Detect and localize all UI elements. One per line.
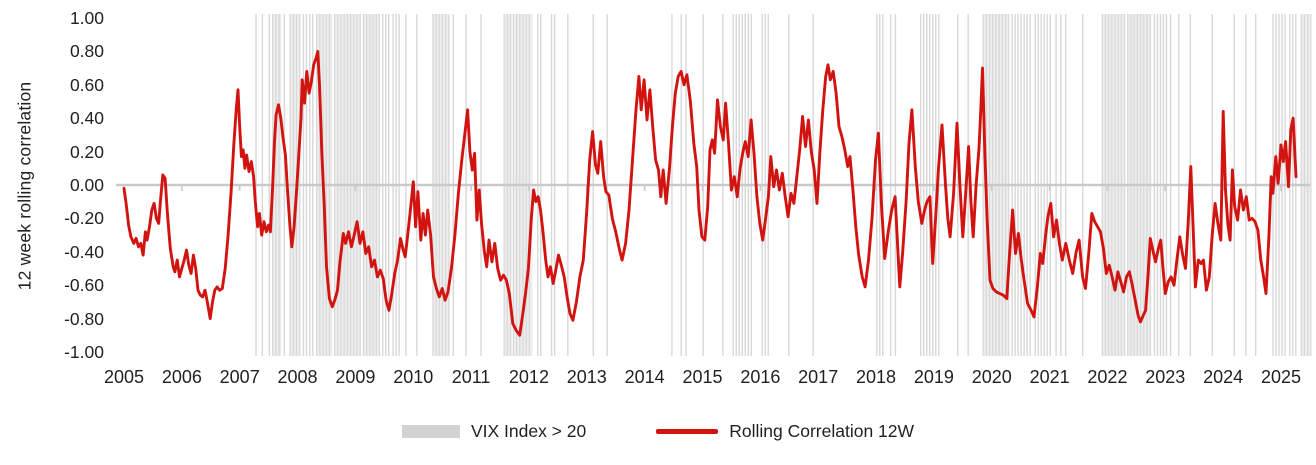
x-tick-label: 2010 — [393, 367, 434, 387]
legend-label-correlation: Rolling Correlation 12W — [729, 421, 915, 441]
vix-band-swatch — [401, 425, 460, 438]
y-tick-label: 0.40 — [69, 108, 104, 129]
y-tick-label: -1.00 — [64, 342, 104, 362]
x-tick-label: 2006 — [161, 367, 202, 387]
x-tick-label: 2018 — [856, 367, 897, 387]
y-tick-label: 1.00 — [69, 8, 104, 28]
x-tick-label: 2007 — [219, 367, 260, 387]
y-tick-label: -0.80 — [64, 308, 104, 329]
x-tick-label: 2024 — [1203, 367, 1244, 387]
y-tick-label: 0.20 — [69, 141, 104, 162]
y-tick-label: 0.60 — [69, 74, 104, 95]
legend-item-vix-band: VIX Index > 20 — [401, 421, 587, 442]
x-tick-label: 2023 — [1145, 367, 1186, 387]
y-tick-label: -0.60 — [64, 275, 104, 296]
correlation-line-swatch — [656, 429, 719, 434]
zero-axis — [116, 183, 1310, 191]
x-tick-label: 2016 — [740, 367, 781, 387]
x-tick-label: 2015 — [682, 367, 723, 387]
x-tick-label: 2005 — [103, 367, 145, 387]
x-tick-label: 2011 — [451, 367, 491, 387]
x-tick-label: 2009 — [335, 367, 376, 387]
x-tick-label: 2022 — [1087, 367, 1128, 387]
legend: VIX Index > 20 Rolling Correlation 12W — [0, 421, 1316, 442]
x-tick-label: 2008 — [277, 367, 318, 387]
correlation-line — [122, 49, 1298, 337]
y-axis-tick-labels: 1.00 0.80 0.60 0.40 0.20 0.00 -0.20 -0.40 -0.60 -… — [0, 0, 104, 400]
y-tick-label: 0.80 — [69, 41, 104, 62]
x-tick-label: 2017 — [798, 367, 839, 387]
y-tick-label: -0.40 — [64, 241, 104, 262]
x-tick-label: 2020 — [971, 367, 1012, 387]
x-tick-label: 2025 — [1260, 367, 1302, 387]
y-tick-label: 0.00 — [69, 175, 104, 195]
y-tick-label: -0.20 — [64, 208, 104, 229]
x-axis-tick-labels: 2005 2006 2007 2008 2009 2010 2011 2012 2013 2014… — [0, 366, 1316, 390]
x-tick-label: 2012 — [508, 367, 549, 387]
x-tick-label: 2013 — [566, 367, 607, 387]
legend-label-vix: VIX Index > 20 — [470, 421, 587, 441]
x-tick-label: 2014 — [624, 367, 665, 387]
x-tick-label: 2021 — [1029, 367, 1070, 387]
x-tick-label: 2019 — [913, 367, 954, 387]
legend-item-rolling-correlation: Rolling Correlation 12W — [656, 421, 914, 442]
